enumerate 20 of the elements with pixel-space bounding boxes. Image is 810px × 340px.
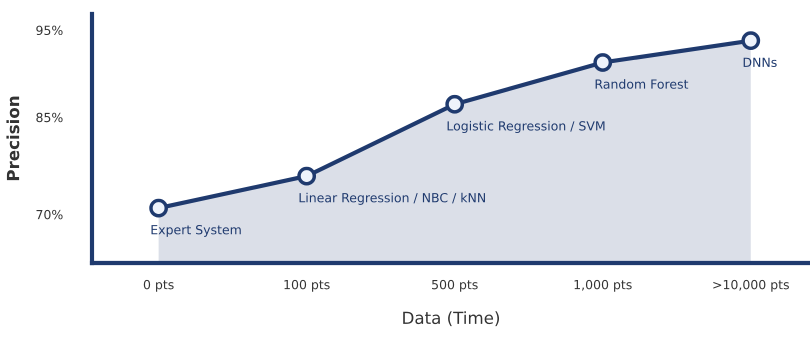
x-tick-label: 0 pts [144, 280, 174, 292]
annotation: Logistic Regression / SVM [448, 120, 604, 134]
x-tick-label: >10,000 pts [713, 280, 789, 292]
point [149, 198, 168, 218]
annotation: Linear Regression / NBC / kNN [300, 192, 485, 205]
point [445, 94, 464, 114]
point [741, 31, 760, 50]
x-tick-label: 500 pts [432, 280, 478, 292]
annotation: DNNs [744, 58, 777, 68]
text: 70% [36, 210, 63, 220]
annotation: Expert System [152, 224, 241, 237]
annotation: Random Forest [596, 79, 688, 89]
point [297, 166, 316, 186]
point [593, 53, 612, 72]
text: 95% [36, 26, 63, 36]
x-tick-label: 1,000 pts [574, 280, 632, 292]
x-tick-label: 100 pts [284, 280, 330, 292]
x-axis-title: Data (Time) [403, 311, 500, 326]
text: 85% [36, 112, 63, 122]
y-axis-title: Precision [6, 96, 20, 180]
